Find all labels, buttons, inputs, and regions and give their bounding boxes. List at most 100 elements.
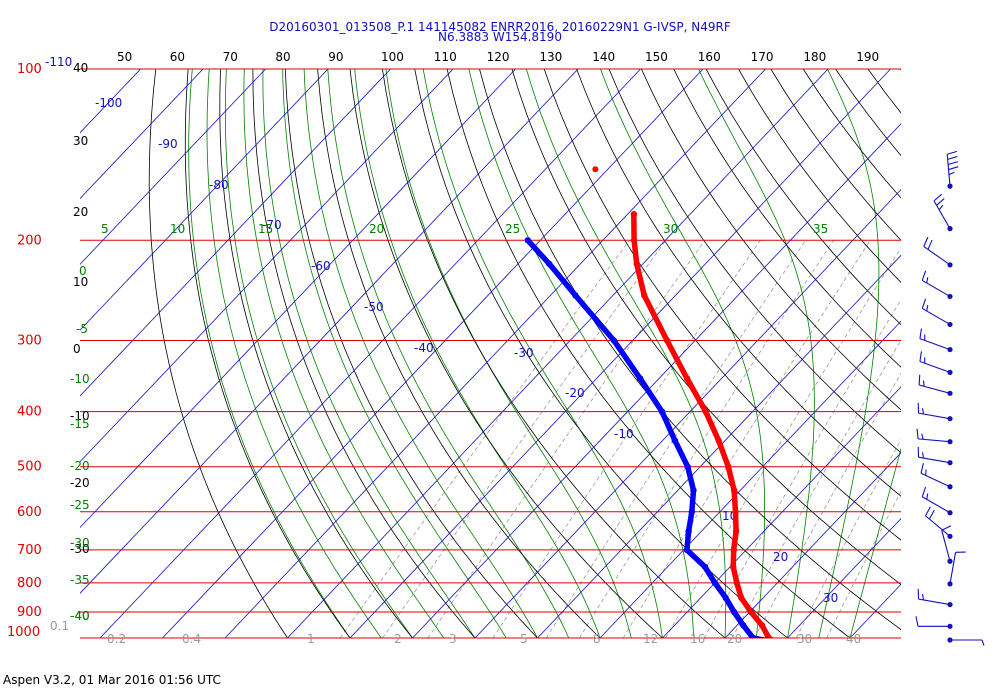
isotherm-line — [787, 517, 901, 638]
wind-barb-flag — [921, 270, 927, 281]
dry-adiabat-label: 140 — [592, 50, 615, 64]
dry-adiabat-line — [284, 69, 539, 638]
wind-barb-flag — [921, 486, 927, 497]
isotherm-line — [224, 69, 766, 638]
moist-adiabat-line — [206, 69, 382, 638]
dry-adiabat-label: 190 — [856, 50, 879, 64]
dewpoint-profile-point — [572, 292, 579, 299]
dry-adiabat-label: 50 — [117, 50, 132, 64]
moist-adiabat-line — [225, 69, 413, 638]
temperature-profile — [631, 211, 774, 638]
isotherm-line — [0, 69, 16, 638]
temperature-profile-point — [733, 579, 740, 587]
wind-barb-staff — [922, 496, 951, 514]
dry-adiabat-label: 20 — [73, 205, 88, 219]
isotherm-line — [80, 69, 266, 265]
temperature-profile-point — [758, 622, 766, 629]
mixing-ratio-line — [731, 339, 901, 638]
moist-adiabat-line — [282, 69, 507, 638]
sounding-profiles — [524, 166, 775, 638]
dewpoint-profile-point — [749, 634, 757, 638]
pressure-label: 400 — [17, 405, 42, 420]
isotherm-label: 20 — [773, 550, 788, 564]
isotherm-line — [80, 69, 329, 331]
temperature-profile-point — [663, 337, 671, 344]
temperature-profile-point — [725, 463, 732, 470]
dry-adiabat-line — [608, 69, 901, 454]
dewpoint-profile-point — [658, 408, 666, 415]
moist-adiabat-line — [327, 69, 570, 638]
temperature-profile-point — [702, 408, 709, 415]
wind-barb-staff — [918, 456, 951, 464]
wind-barb-flag — [926, 493, 929, 500]
wind-barb-flag — [947, 155, 958, 160]
dry-adiabat-label: 10 — [73, 275, 88, 289]
wind-barb-point — [947, 581, 953, 587]
dry-adiabat-label: -10 — [70, 409, 90, 423]
isotherm-label: -110 — [45, 55, 72, 69]
temperature-profile-point — [683, 375, 691, 382]
temperature-profile-point — [630, 237, 638, 244]
mixing-ratio-label: 3 — [449, 632, 457, 646]
dewpoint-profile-point — [637, 375, 644, 382]
dry-adiabat-label: 160 — [698, 50, 721, 64]
wind-barb-staff — [919, 360, 951, 373]
temperature-profile-point — [640, 292, 648, 299]
dewpoint-profile-point — [701, 563, 709, 571]
temperature-profile-point — [732, 508, 739, 515]
isotherm-line — [599, 320, 901, 638]
wind-barb-flag — [927, 239, 933, 250]
dewpoint-profile-point — [684, 463, 691, 470]
mixing-ratio-label: 0.2 — [107, 632, 126, 646]
dewpoint-profile-point — [524, 237, 532, 244]
moist-adiabat-line — [243, 69, 445, 638]
mixing-ratio-line — [622, 240, 871, 638]
wind-barb-staff — [922, 279, 951, 297]
mixing-ratio-label: 30 — [797, 632, 812, 646]
moist-adiabat-line — [818, 69, 880, 638]
wind-barb-flag — [948, 166, 959, 171]
mixing-ratio-label: 0.4 — [182, 632, 201, 646]
wind-barb-flag — [936, 198, 945, 206]
moist-adiabat-line — [354, 69, 601, 638]
moist-adiabat-label: -20 — [70, 459, 90, 473]
moist-adiabat-line — [698, 69, 815, 638]
moist-adiabat-label: 0 — [79, 264, 87, 278]
pressure-label: 500 — [17, 460, 42, 475]
dewpoint-profile-point — [740, 622, 747, 629]
dry-adiabat-label: 0 — [73, 342, 81, 356]
dewpoint-profile-point — [730, 608, 738, 616]
isotherm-line — [80, 69, 391, 397]
mixing-ratio-label: 5 — [520, 632, 528, 646]
mixing-ratio-label: 20 — [727, 632, 742, 646]
moist-adiabat-label: -15 — [70, 417, 90, 431]
dry-adiabat-label: 80 — [275, 50, 290, 64]
mixing-ratio-label: 1 — [307, 632, 315, 646]
pressure-label: 100 — [17, 62, 42, 77]
dry-adiabat-line — [673, 69, 901, 368]
wind-barb-flag — [921, 408, 925, 415]
mixing-ratio-label: 12 — [643, 632, 658, 646]
dry-adiabat-line — [219, 69, 414, 638]
isotherm-line — [474, 188, 901, 638]
isotherm-line — [412, 123, 901, 638]
moist-adiabat-label: -25 — [70, 498, 90, 512]
dry-adiabat-line — [349, 69, 664, 638]
moist-adiabat-label: 15 — [258, 222, 273, 236]
moist-adiabat-label: 25 — [505, 222, 520, 236]
pressure-label: 600 — [17, 505, 42, 520]
dry-adiabat-label: 110 — [434, 50, 457, 64]
dry-adiabat-label: 150 — [645, 50, 668, 64]
isotherm-line — [80, 69, 516, 529]
isotherm-line — [662, 386, 901, 638]
wind-barb-staff — [920, 472, 951, 488]
isotherm-label: -30 — [514, 346, 534, 360]
isotherm-label: -10 — [614, 427, 634, 441]
dry-adiabat-label: -20 — [70, 476, 90, 490]
isotherm-label: -80 — [209, 178, 229, 192]
wind-barb-flag — [981, 639, 985, 646]
moist-adiabat-label: 20 — [369, 222, 384, 236]
dry-adiabat-line — [770, 69, 901, 241]
wind-barb-flag — [926, 305, 929, 312]
mixing-ratio-label: 2 — [394, 632, 402, 646]
